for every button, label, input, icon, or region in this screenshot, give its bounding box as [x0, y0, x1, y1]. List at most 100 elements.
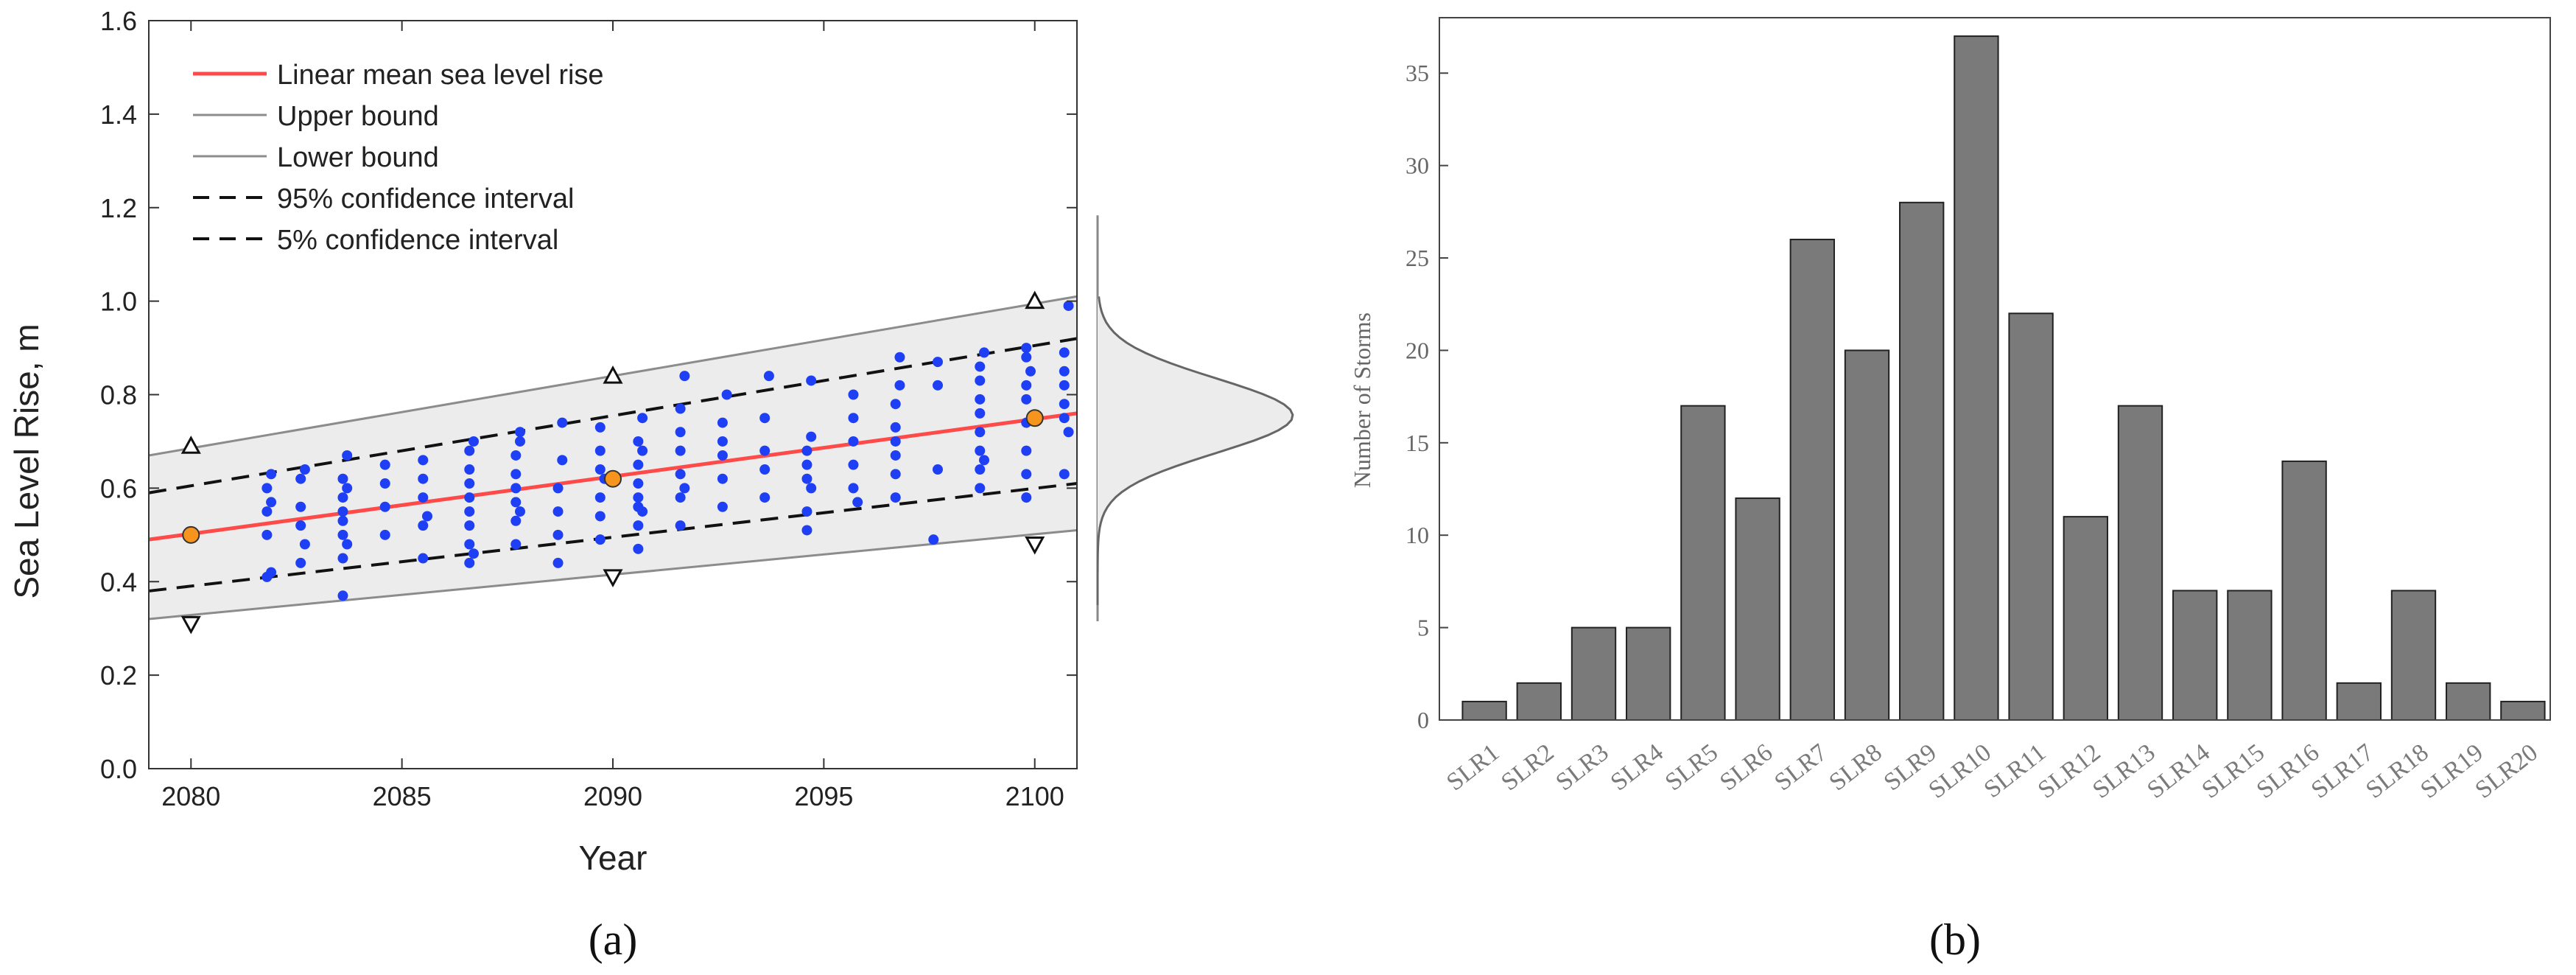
x-tick-label: SLR4	[1606, 738, 1668, 796]
sample-point	[337, 590, 348, 601]
sample-point	[1025, 366, 1036, 377]
sample-point	[679, 371, 690, 382]
legend-item-mean: Linear mean sea level rise	[193, 60, 604, 91]
sample-point	[379, 478, 390, 489]
sample-point	[801, 473, 813, 484]
sample-point	[1059, 413, 1070, 424]
y-tick-label: 10	[1405, 522, 1429, 548]
sample-point	[852, 497, 863, 508]
sample-point	[763, 371, 774, 382]
x-tick-label: SLR17	[2306, 738, 2379, 803]
x-tick-label: SLR1	[1442, 738, 1504, 796]
sample-point	[464, 506, 475, 517]
y-tick-label: 25	[1405, 245, 1429, 271]
sample-point	[679, 483, 690, 494]
sample-point	[1059, 469, 1070, 480]
bar	[2063, 516, 2108, 721]
sample-point	[1021, 352, 1032, 363]
sample-point	[342, 450, 353, 461]
sample-point	[848, 436, 859, 447]
bound-markers	[180, 290, 1045, 635]
sample-point	[552, 529, 564, 540]
sample-point	[801, 525, 813, 536]
sample-point	[933, 464, 943, 475]
upper-bound-marker	[603, 366, 623, 384]
sample-point	[979, 455, 989, 466]
sample-point	[418, 520, 429, 531]
sample-point	[1059, 399, 1070, 410]
sample-point	[759, 413, 771, 424]
sample-point	[266, 567, 277, 578]
sample-point	[557, 417, 568, 428]
sample-point	[637, 445, 648, 456]
sample-point	[295, 520, 306, 531]
sample-point	[806, 483, 817, 494]
y-tick-label: 1.0	[100, 287, 137, 317]
sample-point	[418, 473, 429, 484]
sample-point	[295, 473, 306, 484]
sample-point	[510, 497, 522, 508]
sample-point	[557, 455, 568, 466]
sample-point	[721, 389, 732, 400]
x-tick-label: SLR18	[2361, 738, 2434, 803]
legend-label: Linear mean sea level rise	[277, 60, 604, 91]
sample-point	[633, 520, 644, 531]
y-tick-label: 0.4	[100, 567, 137, 597]
sample-point	[806, 431, 817, 442]
sample-point	[266, 497, 277, 508]
x-tick-label: SLR19	[2415, 738, 2488, 803]
sample-point	[262, 529, 273, 540]
sample-point	[510, 450, 522, 461]
legend-label: 95% confidence interval	[277, 184, 574, 214]
x-tick-label: SLR10	[1923, 738, 1996, 803]
sample-point	[262, 506, 273, 517]
sample-point	[890, 450, 901, 461]
sample-point	[975, 445, 986, 456]
sample-point	[594, 492, 606, 503]
sample-point	[933, 357, 943, 368]
sample-point	[894, 352, 905, 363]
legend-item-lower-bound: Lower bound	[193, 142, 439, 173]
sample-point	[975, 375, 986, 386]
sample-point	[552, 557, 564, 568]
sample-point	[342, 539, 353, 550]
panel-label-a: (a)	[589, 915, 638, 964]
x-tick-label: 2095	[794, 781, 853, 811]
sample-point	[806, 375, 817, 386]
legend-label: Lower bound	[277, 142, 439, 173]
lower-bound-marker	[603, 569, 623, 588]
distribution-curve	[1096, 215, 1294, 621]
bar	[2390, 590, 2437, 721]
sample-point	[379, 529, 390, 540]
sample-point	[717, 436, 728, 447]
sample-point	[848, 413, 859, 424]
sample-point	[552, 506, 564, 517]
sample-point	[975, 408, 986, 419]
x-tick-label: 2090	[583, 781, 642, 811]
sample-point	[337, 492, 348, 503]
sample-point	[1021, 492, 1032, 503]
x-tick-label: SLR14	[2142, 738, 2215, 803]
bar	[1954, 35, 1999, 721]
bar	[1735, 497, 1780, 721]
sample-point	[675, 520, 686, 531]
sample-point	[379, 459, 390, 470]
bar	[2008, 312, 2054, 721]
sample-point	[464, 445, 475, 456]
sample-point	[717, 501, 728, 512]
distribution-line	[1096, 296, 1294, 605]
sample-point	[975, 394, 986, 405]
sample-point	[342, 483, 353, 494]
sample-point	[299, 464, 310, 475]
sample-point	[890, 436, 901, 447]
x-tick-label: 2080	[161, 781, 220, 811]
y-tick-label: 0.6	[100, 473, 137, 503]
sample-point	[418, 492, 429, 503]
sample-point	[1021, 445, 1032, 456]
sample-point	[422, 511, 432, 522]
bar	[2446, 682, 2491, 721]
sample-point	[675, 469, 686, 480]
y-tick-label: 35	[1405, 60, 1429, 86]
y-tick-label: 20	[1405, 337, 1429, 363]
lower-bound-marker	[1025, 537, 1045, 555]
